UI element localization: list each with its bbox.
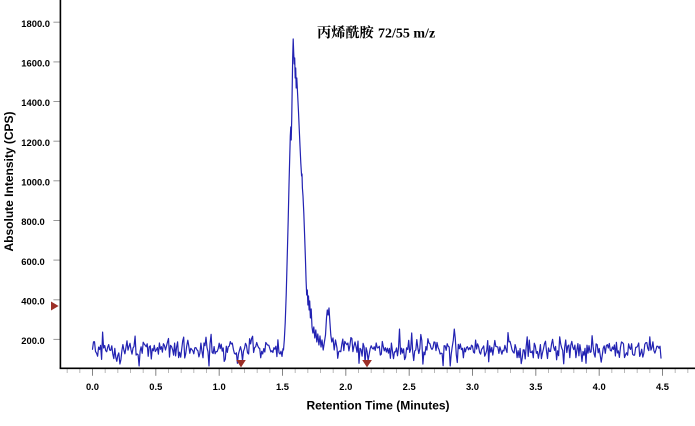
svg-text:600.0: 600.0 [21,256,44,267]
svg-text:1.5: 1.5 [276,381,289,392]
svg-text:Absolute Intensity (CPS): Absolute Intensity (CPS) [2,111,16,251]
svg-text:0.5: 0.5 [149,381,162,392]
svg-text:1.0: 1.0 [213,381,226,392]
svg-text:1800.0: 1800.0 [21,18,50,29]
svg-text:4.5: 4.5 [656,381,669,392]
svg-text:1400.0: 1400.0 [21,97,50,108]
svg-text:4.0: 4.0 [593,381,606,392]
svg-text:400.0: 400.0 [21,296,44,307]
svg-text:Retention Time (Minutes): Retention Time (Minutes) [306,399,449,413]
svg-text:0.0: 0.0 [86,381,99,392]
svg-text:3.0: 3.0 [466,381,479,392]
svg-text:72/55 m/z: 72/55 m/z [378,26,435,41]
svg-text:800.0: 800.0 [21,216,44,227]
svg-text:2.5: 2.5 [403,381,416,392]
svg-text:200.0: 200.0 [21,335,44,346]
svg-text:1000.0: 1000.0 [21,177,50,188]
svg-text:2.0: 2.0 [339,381,352,392]
svg-text:1200.0: 1200.0 [21,137,50,148]
svg-text:3.5: 3.5 [529,381,542,392]
svg-text:1600.0: 1600.0 [21,58,50,69]
